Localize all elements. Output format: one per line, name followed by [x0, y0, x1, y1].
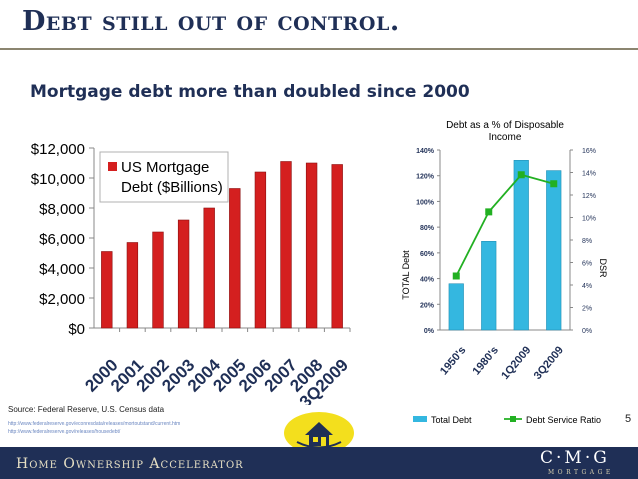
y-tick-label: $6,000 — [39, 231, 85, 248]
bar — [126, 242, 139, 329]
bar — [280, 161, 292, 329]
slide-title: Debt still out of control. — [22, 6, 400, 37]
y-tick-label: 140% — [416, 148, 435, 155]
y2-tick-label: 2% — [582, 306, 592, 313]
y2-tick-label: 10% — [582, 216, 596, 223]
legend-label: Debt ($Billions) — [121, 179, 223, 196]
slide-subtitle: Mortgage debt more than doubled since 20… — [30, 82, 470, 102]
dsr-point — [452, 272, 460, 280]
source-link[interactable]: http://www.federalreserve.gov/releases/h… — [8, 429, 121, 435]
y2-tick-label: 6% — [582, 261, 592, 268]
y2-axis-label: DSR — [598, 258, 608, 278]
y-tick-label: 80% — [420, 225, 435, 232]
dsr-line — [455, 173, 554, 277]
bar — [448, 283, 464, 331]
y2-tick-label: 8% — [582, 238, 592, 245]
source-note: Source: Federal Reserve, U.S. Census dat… — [8, 405, 165, 414]
bar — [203, 207, 215, 329]
y-tick-label: $0 — [68, 321, 85, 338]
legend-label: Total Debt — [431, 415, 472, 425]
y-tick-label: 0% — [424, 328, 435, 335]
chart-title: Income — [489, 132, 522, 143]
x-tick-label: 1Q2009 — [499, 344, 533, 382]
dsr-point — [517, 171, 525, 179]
footer-bar: Home Ownership Accelerator C·M·G MORTGAG… — [0, 447, 638, 479]
bar — [481, 241, 497, 331]
bar — [546, 170, 562, 331]
bar — [229, 188, 241, 329]
dsr-point — [550, 180, 558, 188]
bar — [331, 164, 343, 329]
cmg-logo: C·M·G — [540, 448, 610, 468]
y2-tick-label: 4% — [582, 283, 592, 290]
y-tick-label: 120% — [416, 174, 435, 181]
mortgage-debt-chart: $0 $2,000 $4,000 $6,000 $8,000 $10,000 $12,000… — [31, 141, 352, 405]
x-tick-label: 1950's — [438, 344, 469, 377]
y2-tick-label: 0% — [582, 328, 592, 335]
bar — [513, 160, 529, 331]
y-tick-label: 100% — [416, 199, 435, 206]
title-divider — [0, 48, 638, 50]
y-tick-label: 40% — [420, 277, 435, 284]
bar — [305, 162, 318, 329]
y-tick-label: $2,000 — [39, 291, 85, 308]
y-tick-label: $10,000 — [31, 171, 85, 188]
source-link[interactable]: http://www.federalreserve.gov/econresdat… — [8, 421, 181, 427]
dsr-point — [485, 208, 493, 216]
x-tick-label: 1980's — [471, 344, 502, 377]
cmg-logo-sub: MORTGAGE — [548, 469, 614, 476]
y2-tick-label: 16% — [582, 148, 596, 155]
house-emblem-icon — [284, 412, 354, 454]
y2-tick-label: 12% — [582, 193, 596, 200]
x-tick-label: 3Q2009 — [532, 344, 566, 382]
legend-swatch — [108, 162, 117, 171]
bar — [177, 219, 190, 329]
bar — [101, 251, 113, 329]
legend-label: Debt Service Ratio — [526, 415, 601, 425]
legend-box — [99, 151, 229, 203]
page-number: 5 — [625, 413, 632, 425]
bar — [254, 171, 267, 329]
y-tick-label: $12,000 — [31, 141, 85, 158]
bar — [152, 231, 164, 329]
y-tick-label: 60% — [420, 251, 435, 258]
chart-title: Debt as a % of Disposable — [446, 120, 564, 131]
y-tick-label: $8,000 — [39, 201, 85, 218]
y-axis-label: TOTAL Debt — [401, 250, 411, 300]
y2-tick-label: 14% — [582, 171, 596, 178]
legend-marker — [510, 416, 516, 422]
legend-label: US Mortgage — [121, 159, 209, 176]
legend-swatch — [413, 416, 427, 422]
footer-text: Home Ownership Accelerator — [16, 456, 244, 472]
y-tick-label: $4,000 — [39, 261, 85, 278]
y-tick-label: 20% — [420, 302, 435, 309]
